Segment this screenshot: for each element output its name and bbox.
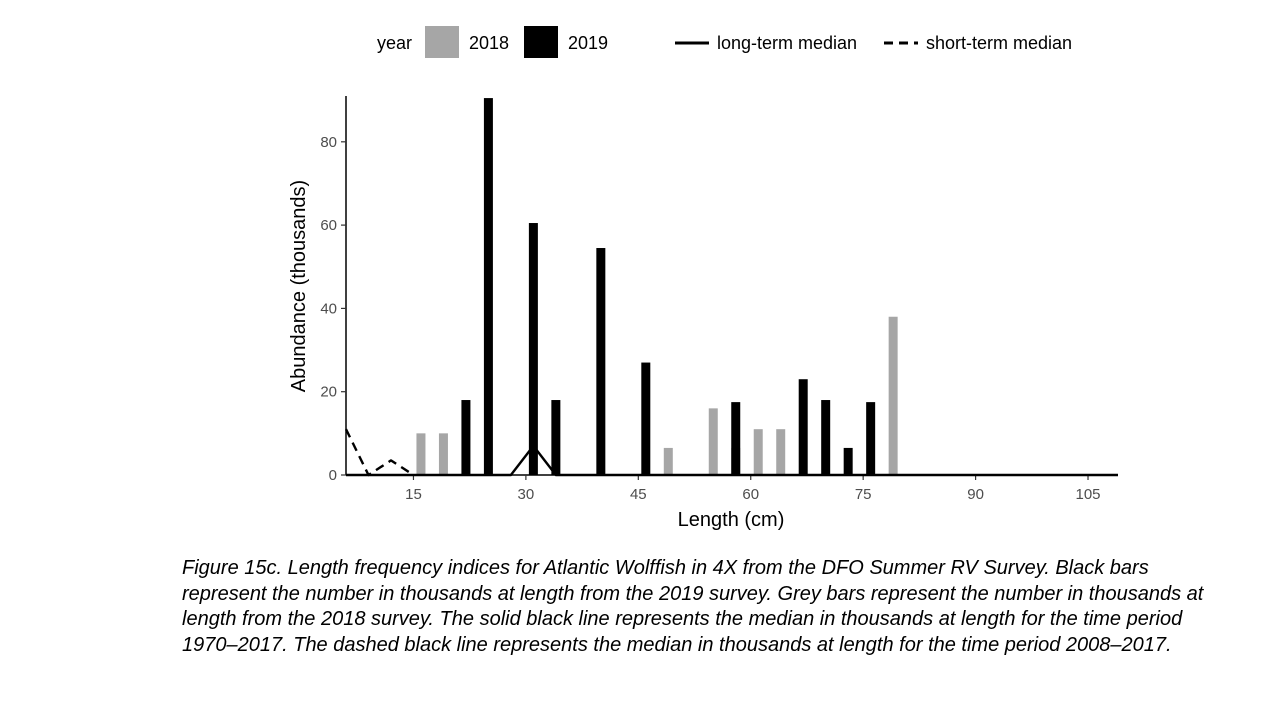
x-tick-label: 105 — [1076, 486, 1101, 503]
bar-2018 — [663, 447, 673, 475]
bar-2018 — [416, 433, 426, 475]
short-term-median-line — [344, 428, 415, 477]
legend-label-long-term-median: long-term median — [717, 33, 857, 53]
y-tick-label: 60 — [320, 217, 337, 234]
bar-2019 — [866, 402, 876, 475]
bar-2018 — [753, 429, 763, 475]
legend-swatch-2019 — [524, 26, 558, 58]
bar-2019 — [798, 379, 808, 475]
x-axis-ticks: 15 30 45 60 75 90 105 — [405, 475, 1101, 503]
bar-2019 — [843, 447, 853, 475]
bar-2019 — [528, 223, 538, 475]
bar-2018 — [888, 316, 898, 475]
y-axis-title: Abundance (thousands) — [288, 180, 310, 392]
bar-2019 — [641, 362, 651, 475]
x-tick-label: 30 — [518, 486, 535, 503]
y-tick-label: 40 — [320, 300, 337, 317]
bar-2019 — [821, 400, 831, 475]
legend-label-short-term-median: short-term median — [926, 33, 1072, 53]
bar-2019 — [596, 248, 606, 475]
x-tick-label: 15 — [405, 486, 422, 503]
long-term-median-line — [346, 444, 1118, 477]
x-tick-label: 45 — [630, 486, 647, 503]
bar-2019 — [461, 400, 471, 475]
x-axis-title: Length (cm) — [678, 509, 785, 531]
x-tick-label: 75 — [855, 486, 872, 503]
figure-caption: Figure 15c. Length frequency indices for… — [182, 557, 1204, 656]
bars — [416, 98, 898, 475]
bar-2018 — [776, 429, 786, 475]
bar-2019 — [731, 402, 741, 475]
y-tick-label: 80 — [320, 134, 337, 151]
length-frequency-chart: year 2018 2019 long-term median short-te… — [288, 26, 1118, 531]
legend-title: year — [377, 33, 412, 53]
x-tick-label: 60 — [742, 486, 759, 503]
legend: year 2018 2019 long-term median short-te… — [377, 26, 1072, 58]
bar-2019 — [551, 400, 561, 475]
bar-2019 — [483, 98, 493, 475]
legend-label-2019: 2019 — [568, 33, 608, 53]
y-axis-ticks: 0 20 40 60 80 — [320, 134, 346, 484]
x-tick-label: 90 — [967, 486, 984, 503]
bar-2018 — [708, 408, 718, 475]
y-tick-label: 20 — [320, 384, 337, 401]
bar-2018 — [438, 433, 448, 475]
median-lines — [344, 428, 1118, 477]
legend-swatch-2018 — [425, 26, 459, 58]
legend-label-2018: 2018 — [469, 33, 509, 53]
y-tick-label: 0 — [329, 467, 337, 484]
